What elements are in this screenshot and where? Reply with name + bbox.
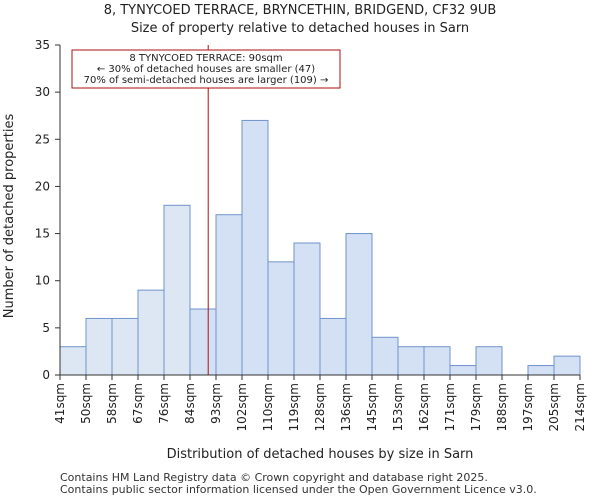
bar-179sqm xyxy=(475,346,503,376)
annotation-line-1: 8 TYNYCOED TERRACE: 90sqm xyxy=(129,53,282,64)
bar-110sqm xyxy=(267,261,295,376)
bar-50sqm xyxy=(85,317,113,376)
y-ticks: 0 5 10 15 20 25 30 35 xyxy=(35,38,60,382)
chart-title: 8, TYNYCOED TERRACE, BRYNCETHIN, BRIDGEN… xyxy=(104,3,497,18)
x-tick-label: 41sqm xyxy=(53,383,67,424)
y-tick-label: 5 xyxy=(42,321,50,335)
y-tick-label: 15 xyxy=(35,227,50,241)
y-tick-label: 25 xyxy=(35,132,50,146)
x-tick-label: 205sqm xyxy=(547,383,561,431)
x-tick-label: 76sqm xyxy=(157,383,171,424)
bar-58sqm xyxy=(111,317,139,376)
annotation-line-3: 70% of semi-detached houses are larger (… xyxy=(84,75,329,86)
x-axis-label: Distribution of detached houses by size … xyxy=(167,447,474,462)
x-tick-label: 197sqm xyxy=(521,383,535,431)
x-tick-label: 84sqm xyxy=(183,383,197,424)
bar-136sqm xyxy=(345,233,373,376)
x-tick-label: 119sqm xyxy=(287,383,301,431)
bar-128sqm xyxy=(319,317,347,376)
annotation-box xyxy=(71,49,341,89)
y-tick-label: 10 xyxy=(35,274,50,288)
bar-119sqm xyxy=(293,242,321,376)
bar-153sqm xyxy=(397,346,425,376)
x-ticks: 41sqm 50sqm 58sqm 67sqm 76sqm 84sqm 93sqm 102sq… xyxy=(53,375,587,431)
y-tick-label: 0 xyxy=(42,368,50,382)
bar-145sqm xyxy=(371,336,399,376)
bar-102sqm xyxy=(241,119,269,376)
footer-attribution-2: Contains public sector information licen… xyxy=(60,483,537,496)
x-tick-label: 162sqm xyxy=(417,383,431,431)
x-tick-label: 179sqm xyxy=(469,383,483,431)
x-tick-label: 67sqm xyxy=(131,383,145,424)
bar-67sqm xyxy=(137,289,165,376)
marker-group: 8 TYNYCOED TERRACE: 90sqm← 30% of detach… xyxy=(71,45,341,375)
x-tick-label: 58sqm xyxy=(105,383,119,424)
bar-76sqm xyxy=(163,204,191,376)
footer-attribution-1: Contains HM Land Registry data © Crown c… xyxy=(60,471,488,484)
x-tick-label: 214sqm xyxy=(573,383,587,431)
x-tick-label: 110sqm xyxy=(261,383,275,431)
y-axis-label: Number of detached properties xyxy=(2,114,17,319)
bar-171sqm xyxy=(449,365,477,376)
annotation-line-2: ← 30% of detached houses are smaller (47… xyxy=(97,64,315,75)
bar-93sqm xyxy=(215,214,243,376)
bar-84sqm xyxy=(189,308,217,376)
x-tick-label: 93sqm xyxy=(209,383,223,424)
bars-group xyxy=(59,119,581,376)
y-tick-label: 20 xyxy=(35,179,50,193)
bar-205sqm xyxy=(553,355,581,376)
x-tick-label: 50sqm xyxy=(79,383,93,424)
y-tick-label: 30 xyxy=(35,85,50,99)
chart-subtitle: Size of property relative to detached ho… xyxy=(131,21,469,36)
x-tick-label: 145sqm xyxy=(365,383,379,431)
x-tick-label: 188sqm xyxy=(495,383,509,431)
x-tick-label: 136sqm xyxy=(339,383,353,431)
y-tick-label: 35 xyxy=(35,38,50,52)
bar-162sqm xyxy=(423,346,451,376)
bar-197sqm xyxy=(527,365,555,376)
x-tick-label: 153sqm xyxy=(391,383,405,431)
x-tick-label: 128sqm xyxy=(313,383,327,431)
x-tick-label: 102sqm xyxy=(235,383,249,431)
bar-41sqm xyxy=(59,346,87,376)
x-tick-label: 171sqm xyxy=(443,383,457,431)
